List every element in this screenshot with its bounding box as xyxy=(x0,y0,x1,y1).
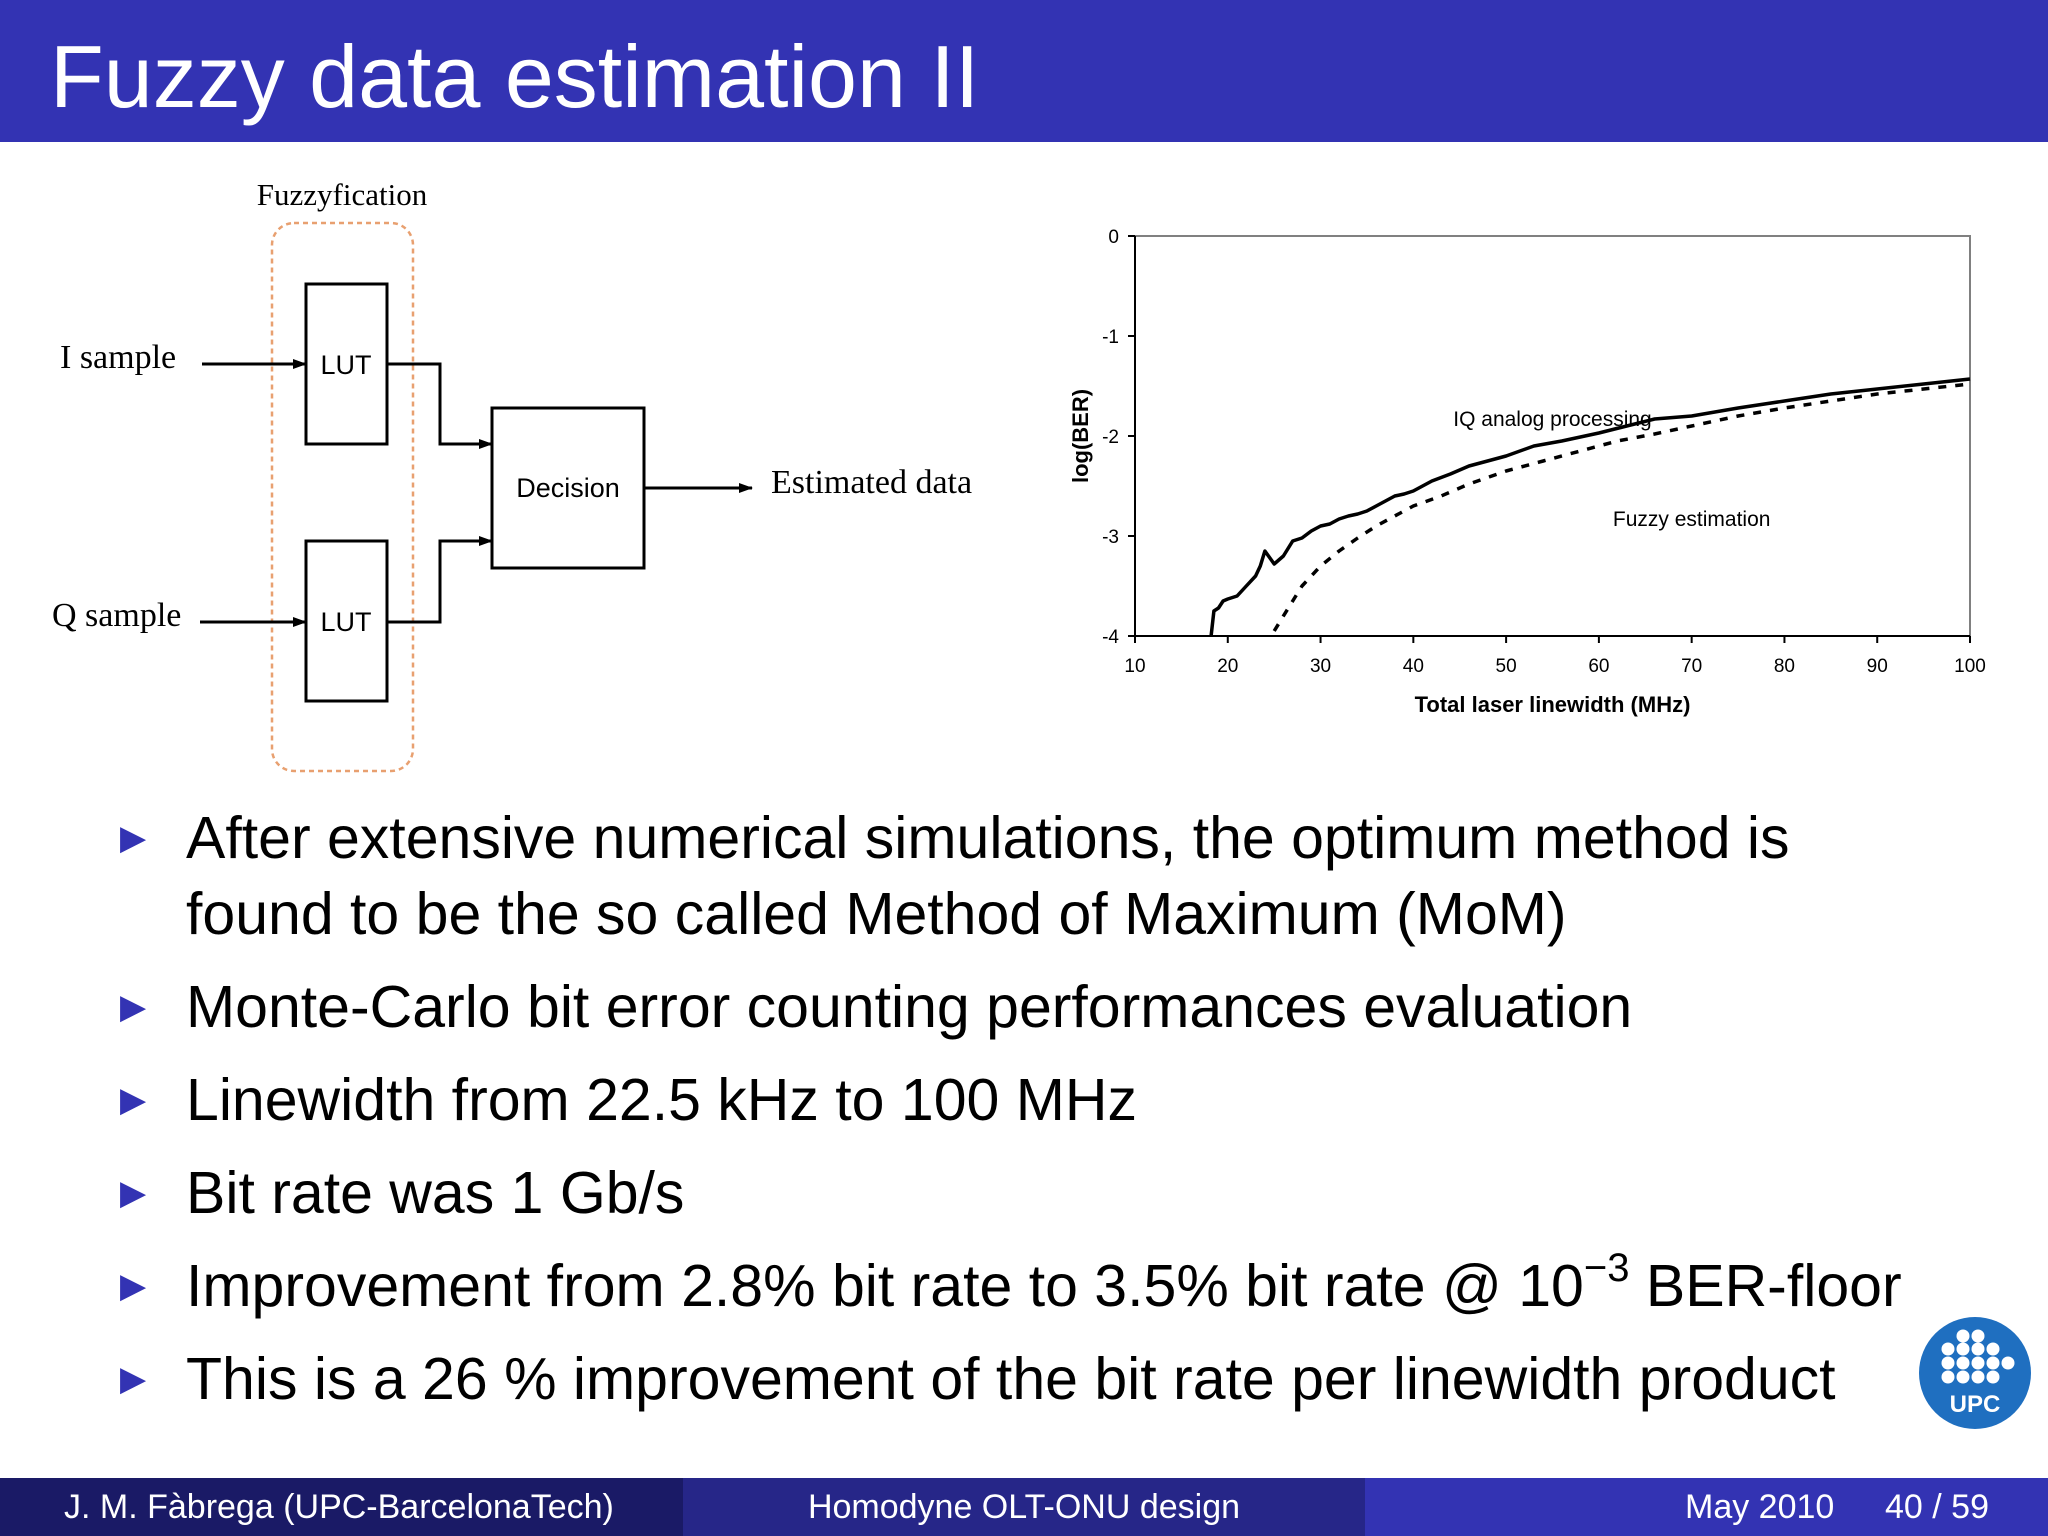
x-tick-label: 40 xyxy=(1403,656,1424,677)
y-tick-label: -3 xyxy=(1102,527,1119,548)
lut-top-label: LUT xyxy=(320,350,371,380)
bullet-text-post: BER-floor xyxy=(1629,1253,1902,1319)
decision-box xyxy=(490,406,646,570)
x-tick-label: 10 xyxy=(1124,656,1145,677)
lut-bottom-connector xyxy=(387,536,493,624)
plot-area-frame xyxy=(1134,235,1971,637)
x-tick-label: 80 xyxy=(1774,656,1795,677)
fuzzyfication-diagram: Fuzzyfication I sample Q sample LUT LUT … xyxy=(0,160,1010,780)
bullet-text-line: found to be the so called Method of Maxi… xyxy=(186,881,1567,947)
bullet-text-pre: Improvement from 2.8% bit rate to 3.5% b… xyxy=(186,1253,1584,1319)
ber-chart: 10 20 30 40 50 60 70 80 90 100 0 -1 -2 -3 -4 IQ analog… xyxy=(1040,200,2020,740)
slide-title: Fuzzy data estimation II xyxy=(50,27,980,126)
title-bar: Fuzzy data estimation II xyxy=(0,0,2048,142)
fuzzyfication-group-border xyxy=(270,221,415,773)
footer-author: J. M. Fàbrega (UPC-BarcelonaTech) xyxy=(0,1478,683,1536)
annotations: IQ analog processing Fuzzy estimation xyxy=(1453,408,1770,531)
bullet-text-line: This is a 26 % improvement of the bit ra… xyxy=(186,1346,1836,1412)
bullet-text-line: Bit rate was 1 Gb/s xyxy=(186,1160,685,1226)
footer-date: May 2010 xyxy=(1685,1488,1835,1526)
lut-top-connector xyxy=(387,362,493,449)
axis-ticks: 10 20 30 40 50 60 70 80 90 100 0 -1 -2 -3 -4 xyxy=(1102,227,1986,677)
series-annotation: IQ analog processing xyxy=(1453,408,1651,431)
x-axis-title: Total laser linewidth (MHz) xyxy=(1415,692,1691,717)
q-sample-label: Q sample xyxy=(52,597,181,634)
series-line-iq-analog xyxy=(1209,377,1971,637)
y-tick-label: -1 xyxy=(1102,327,1119,348)
upc-logo-text: UPC xyxy=(1950,1391,2001,1418)
bullet-text-line: Linewidth from 22.5 kHz to 100 MHz xyxy=(186,1067,1137,1133)
upc-logo-icon: UPC xyxy=(1919,1317,2031,1429)
x-tick-label: 30 xyxy=(1310,656,1331,677)
bullet-list: ▶ After extensive numerical simulations,… xyxy=(118,800,1998,1434)
decision-label: Decision xyxy=(516,473,620,503)
bullet-arrow-icon: ▶ xyxy=(120,988,147,1026)
x-tick-label: 100 xyxy=(1954,656,1986,677)
footer-right: May 2010 40 / 59 xyxy=(1365,1478,2048,1536)
footer-bar: J. M. Fàbrega (UPC-BarcelonaTech) Homody… xyxy=(0,1478,2048,1536)
x-tick-label: 50 xyxy=(1496,656,1517,677)
bullet-arrow-icon: ▶ xyxy=(120,819,147,857)
series-annotation: Fuzzy estimation xyxy=(1613,508,1771,531)
upc-logo: UPC xyxy=(1918,1316,2032,1430)
bullet-arrow-icon: ▶ xyxy=(120,1267,147,1305)
fuzzyfication-label: Fuzzyfication xyxy=(257,177,428,212)
bullet-exponent: −3 xyxy=(1583,1246,1630,1291)
diagram-svg: Fuzzyfication I sample Q sample LUT LUT … xyxy=(52,177,972,773)
footer-page-number: 40 / 59 xyxy=(1885,1488,1989,1526)
bullet-item: ▶ Improvement from 2.8% bit rate to 3.5%… xyxy=(118,1248,1998,1324)
bullet-text-line: Monte-Carlo bit error counting performan… xyxy=(186,974,1633,1040)
bullet-arrow-icon: ▶ xyxy=(120,1360,147,1398)
x-tick-label: 20 xyxy=(1217,656,1238,677)
x-tick-label: 70 xyxy=(1681,656,1702,677)
bullet-arrow-icon: ▶ xyxy=(120,1174,147,1212)
y-tick-label: -2 xyxy=(1102,427,1119,448)
bullet-item: ▶ Monte-Carlo bit error counting perform… xyxy=(118,969,1998,1045)
x-tick-label: 60 xyxy=(1588,656,1609,677)
y-tick-label: -4 xyxy=(1102,627,1119,648)
y-tick-label: 0 xyxy=(1108,227,1119,248)
estimated-data-label: Estimated data xyxy=(771,464,972,501)
bullet-item: ▶ Linewidth from 22.5 kHz to 100 MHz xyxy=(118,1062,1998,1138)
y-axis-title: log(BER) xyxy=(1068,389,1093,483)
data-series xyxy=(1209,377,1971,637)
ber-chart-svg: 10 20 30 40 50 60 70 80 90 100 0 -1 -2 -3 -4 IQ analog… xyxy=(1068,227,1986,717)
bullet-text-line: After extensive numerical simulations, t… xyxy=(186,805,1790,871)
x-tick-label: 90 xyxy=(1867,656,1888,677)
i-sample-label: I sample xyxy=(60,339,176,376)
bullet-item: ▶ After extensive numerical simulations,… xyxy=(118,800,1998,952)
bullet-arrow-icon: ▶ xyxy=(120,1081,147,1119)
bullet-item: ▶ This is a 26 % improvement of the bit … xyxy=(118,1341,1998,1417)
lut-bottom-box xyxy=(304,539,389,703)
bullet-item: ▶ Bit rate was 1 Gb/s xyxy=(118,1155,1998,1231)
footer-talk-title: Homodyne OLT-ONU design xyxy=(683,1478,1365,1536)
lut-bottom-label: LUT xyxy=(320,607,371,637)
